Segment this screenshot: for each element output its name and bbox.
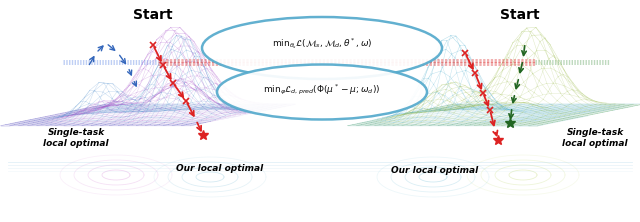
Text: $\mathrm{min}_{\theta_s}\mathcal{L}(\mathcal{M}_s,\mathcal{M}_d,\theta^*,\omega): $\mathrm{min}_{\theta_s}\mathcal{L}(\mat… — [272, 37, 372, 52]
Ellipse shape — [217, 65, 427, 119]
Text: $\mathrm{min}_{\varphi}\mathcal{L}_{d,pred}(\Phi(\mu^*-\mu;\omega_d))$: $\mathrm{min}_{\varphi}\mathcal{L}_{d,pr… — [263, 83, 381, 97]
Ellipse shape — [202, 17, 442, 79]
Text: Our local optimal: Our local optimal — [392, 165, 479, 174]
Text: Single-task
local optimal: Single-task local optimal — [43, 128, 109, 148]
Text: Start: Start — [500, 8, 540, 22]
Text: Single-task
local optimal: Single-task local optimal — [562, 128, 628, 148]
Text: Our local optimal: Our local optimal — [177, 163, 264, 172]
Text: Start: Start — [133, 8, 173, 22]
